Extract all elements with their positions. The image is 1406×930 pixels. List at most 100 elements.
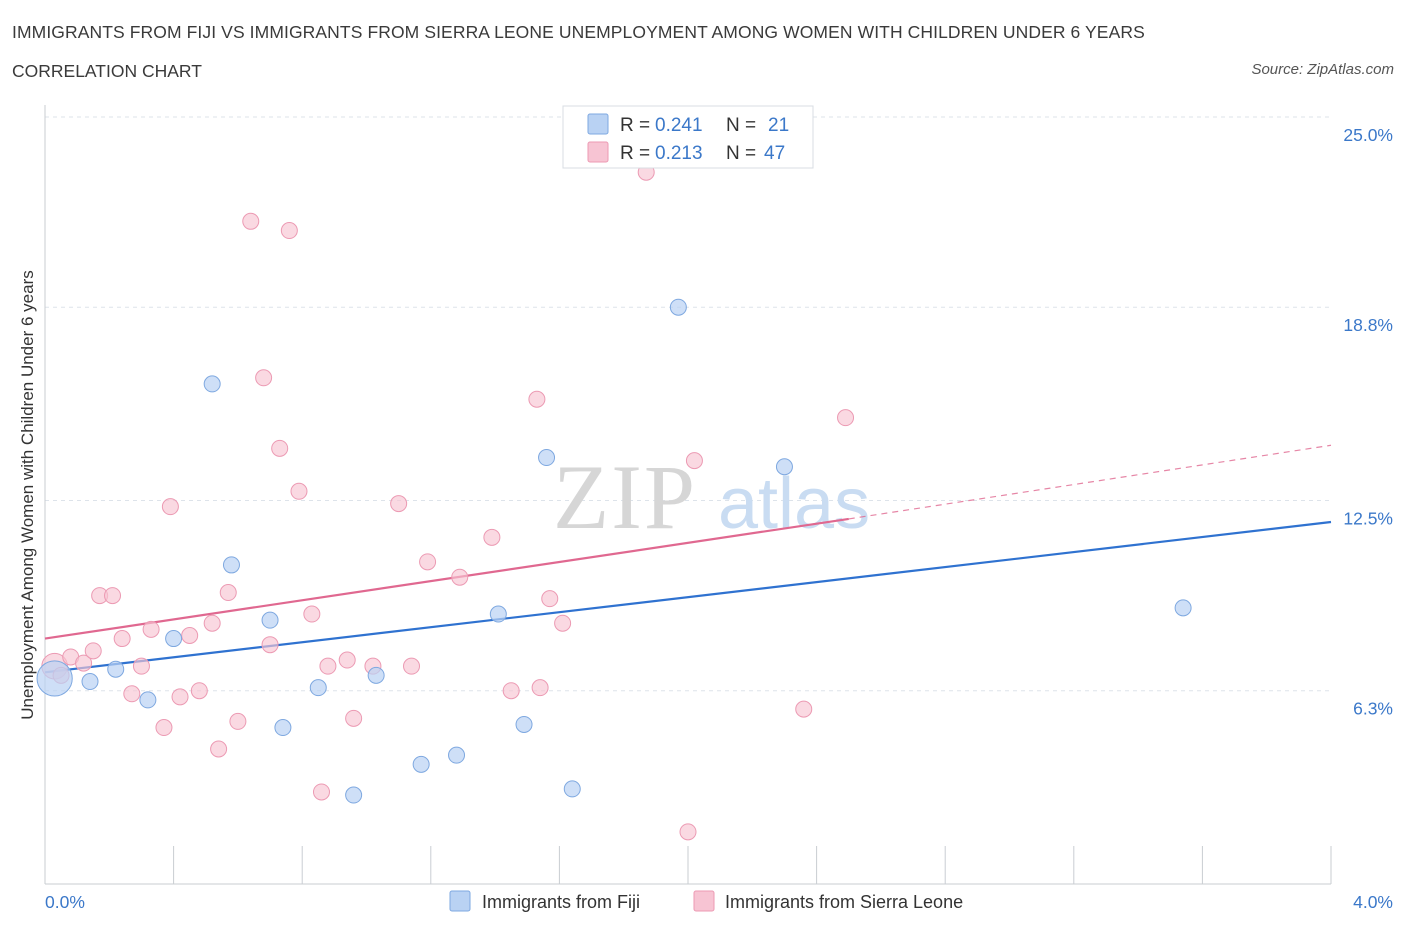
watermark-zip: ZIP (553, 446, 697, 548)
point-sierra-leone (219, 584, 237, 602)
point-sierra-leone (203, 614, 221, 632)
point-sierra-leone (210, 740, 228, 758)
bottom-legend-label-fiji: Immigrants from Fiji (482, 892, 640, 912)
point-sierra-leone (229, 712, 247, 730)
point-fiji (345, 786, 363, 804)
point-sierra-leone (345, 709, 363, 727)
point-sierra-leone (155, 719, 173, 737)
point-sierra-leone (271, 439, 289, 457)
point-sierra-leone (290, 482, 308, 500)
y-tick-label: 25.0% (1343, 125, 1393, 145)
source-label: Source: ZipAtlas.com (1251, 61, 1394, 78)
point-sierra-leone (338, 651, 356, 669)
point-fiji (309, 679, 327, 697)
point-fiji (165, 630, 183, 648)
point-sierra-leone (502, 682, 520, 700)
point-fiji (563, 780, 581, 798)
point-fiji (261, 611, 279, 629)
point-sierra-leone (181, 626, 199, 644)
point-fiji (36, 660, 73, 697)
legend-r-label-sierra-leone: R = (620, 143, 655, 164)
point-sierra-leone (419, 553, 437, 571)
point-fiji (81, 673, 99, 691)
gridlines (45, 116, 1331, 692)
legend: R = 0.241 N = 21 R = 0.213 N = 47 (562, 105, 814, 169)
y-axis-title: Unemployment Among Women with Children U… (18, 270, 37, 719)
bottom-legend: Immigrants from Fiji Immigrants from Sie… (449, 890, 963, 912)
point-sierra-leone (303, 605, 321, 623)
point-sierra-leone (161, 498, 179, 516)
watermark-atlas: atlas (718, 464, 870, 544)
point-fiji (139, 691, 157, 709)
point-sierra-leone (312, 783, 330, 801)
point-sierra-leone (528, 390, 546, 408)
legend-swatch-sierra-leone (587, 141, 609, 163)
point-fiji (1174, 599, 1192, 617)
trend-line-sierra-leone (44, 517, 849, 640)
legend-n-label-fiji: N = (726, 115, 761, 136)
point-sierra-leone (171, 688, 189, 706)
point-sierra-leone (132, 657, 150, 675)
point-sierra-leone (113, 630, 131, 648)
legend-n-label-sierra-leone: N = (726, 143, 761, 164)
legend-swatch-fiji (587, 113, 609, 135)
point-fiji (367, 666, 385, 684)
trend-lines (44, 444, 1332, 674)
point-sierra-leone (255, 369, 273, 387)
point-fiji (448, 746, 466, 764)
trend-line-sierra-leone-extension (848, 444, 1332, 520)
trend-line-fiji (44, 520, 1332, 674)
point-sierra-leone (190, 682, 208, 700)
point-sierra-leone (685, 452, 703, 470)
legend-r-value-sierra-leone: 0.213 (655, 143, 703, 164)
legend-r-label-fiji: R = (620, 115, 655, 136)
point-sierra-leone (483, 528, 501, 546)
data-points (36, 163, 1192, 841)
y-tick-label: 12.5% (1343, 509, 1393, 529)
point-fiji (203, 375, 221, 393)
watermark: ZIP atlas (553, 446, 870, 548)
point-fiji (222, 556, 240, 574)
point-sierra-leone (541, 590, 559, 608)
point-sierra-leone (837, 409, 855, 427)
point-sierra-leone (390, 495, 408, 513)
point-sierra-leone (75, 654, 93, 672)
legend-n-value-sierra-leone: 47 (764, 143, 785, 164)
point-fiji (412, 755, 430, 773)
point-fiji (515, 715, 533, 733)
point-sierra-leone (451, 568, 469, 586)
point-sierra-leone (84, 642, 102, 660)
y-axis-tick-labels: 6.3% 12.5% 18.8% 25.0% (1343, 125, 1393, 719)
point-fiji (775, 458, 793, 476)
bottom-legend-swatch-sierra-leone (693, 890, 715, 912)
legend-n-value-fiji: 21 (768, 115, 789, 136)
x-tick-label-max: 4.0% (1353, 892, 1393, 912)
x-axis-ticks (173, 846, 1332, 884)
point-sierra-leone (280, 222, 298, 240)
y-tick-label: 6.3% (1353, 699, 1393, 719)
point-sierra-leone (679, 823, 697, 841)
chart-title: IMMIGRANTS FROM FIJI VS IMMIGRANTS FROM … (12, 22, 1145, 42)
point-sierra-leone (554, 614, 572, 632)
point-sierra-leone (795, 700, 813, 718)
point-fiji (489, 605, 507, 623)
x-tick-label-min: 0.0% (45, 892, 85, 912)
point-fiji (107, 660, 125, 678)
point-sierra-leone (403, 657, 421, 675)
point-sierra-leone (319, 657, 337, 675)
y-tick-label: 18.8% (1343, 315, 1393, 335)
point-sierra-leone (142, 620, 160, 638)
chart-subtitle: CORRELATION CHART (12, 61, 202, 81)
bottom-legend-label-sierra-leone: Immigrants from Sierra Leone (725, 892, 963, 912)
legend-r-value-fiji: 0.241 (655, 115, 703, 136)
bottom-legend-swatch-fiji (449, 890, 471, 912)
point-sierra-leone (261, 636, 279, 654)
point-sierra-leone (123, 685, 141, 703)
point-sierra-leone (104, 587, 122, 605)
point-sierra-leone (531, 679, 549, 697)
point-fiji (274, 719, 292, 737)
point-fiji (669, 298, 687, 316)
point-sierra-leone (242, 212, 260, 230)
point-fiji (538, 449, 556, 467)
